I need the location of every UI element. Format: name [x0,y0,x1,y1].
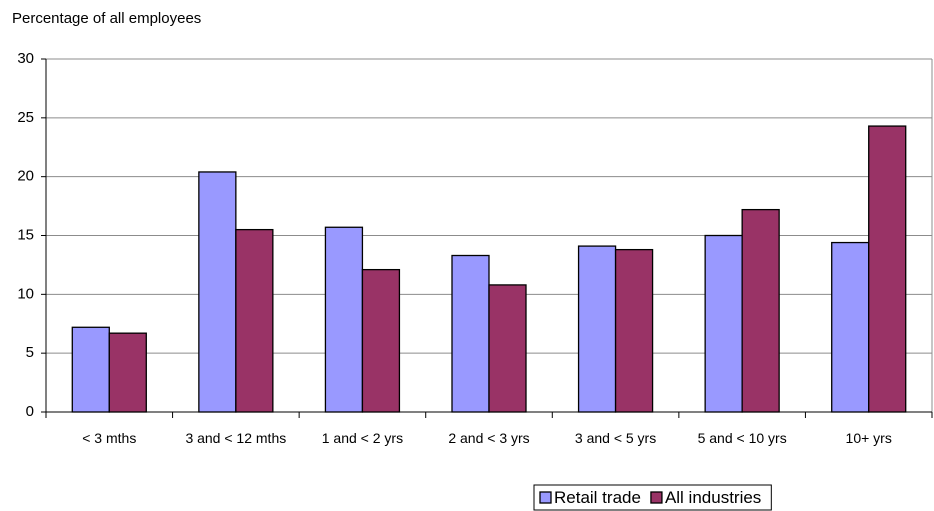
legend-label: Retail trade [554,488,641,507]
bar [451,254,490,413]
bar [361,268,401,413]
legend-swatch [650,491,663,504]
bar [235,228,274,413]
bar [704,234,743,413]
bar [614,248,654,413]
bar [741,208,780,413]
x-tick-label: 1 and < 2 yrs [321,430,404,446]
y-tick-label: 15 [17,226,34,243]
y-tick-label: 5 [26,344,34,361]
x-tick-label: < 3 mths [82,430,137,446]
bar [71,326,110,413]
y-axis-title: Percentage of all employees [12,10,201,27]
y-tick-label: 20 [17,168,34,185]
y-tick-label: 25 [17,109,34,126]
legend-swatch [539,491,552,504]
bar [198,171,237,413]
x-tick-label: 3 and < 12 mths [185,430,287,446]
legend-label: All industries [665,488,761,507]
bar [868,125,907,413]
x-tick-label: 3 and < 5 yrs [574,430,657,446]
bar [488,284,527,413]
bar [577,245,617,413]
bar [108,332,147,413]
y-tick-label: 10 [17,285,34,302]
x-tick-label: 2 and < 3 yrs [448,430,530,446]
bar [831,241,870,413]
x-tick-label: 10+ yrs [845,430,892,446]
y-tick-label: 0 [26,403,34,420]
bar [324,226,364,413]
y-tick-label: 30 [17,50,34,67]
x-tick-label: 5 and < 10 yrs [697,430,787,446]
